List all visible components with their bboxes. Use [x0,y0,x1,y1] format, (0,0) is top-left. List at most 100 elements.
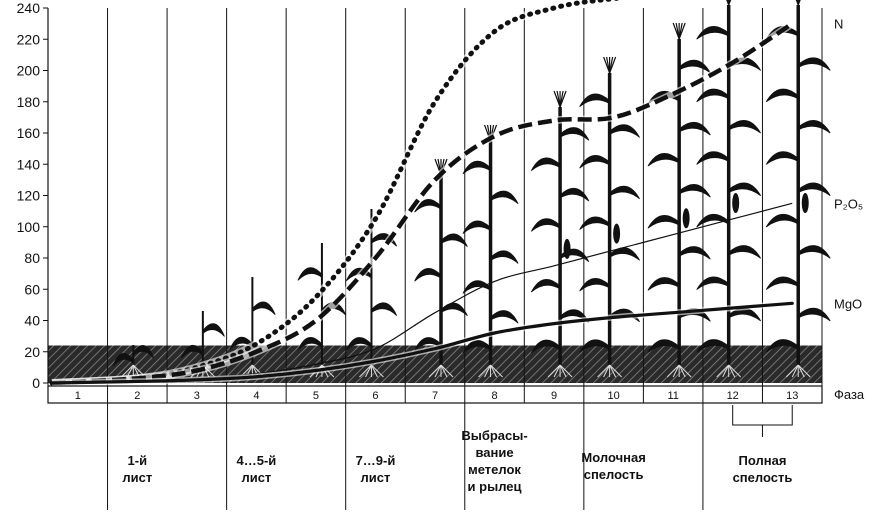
corn-leaf [251,301,276,315]
corn-leaf [765,88,799,103]
stage-label: Молочная [581,450,645,465]
corn-plant [180,311,225,378]
corn-leaf [559,127,590,141]
corn-root [553,364,561,378]
corn-leaf [530,218,561,232]
corn-leaf [678,184,711,198]
corn-root [478,364,491,378]
corn-leaf [414,199,442,213]
corn-leaf [297,267,323,281]
corn-leaf [696,276,730,290]
corn-tassel [728,0,732,6]
corn-root [603,364,611,378]
phase-number: 6 [372,390,378,402]
corn-plant [530,90,590,378]
corn-root [678,364,686,378]
corn-leaf [579,155,611,169]
corn-leaf [647,277,680,291]
corn-leaf [647,215,680,229]
corn-tassel [559,90,567,108]
corn-leaf [797,57,831,71]
corn-root [490,364,497,378]
corn-leaf [765,151,799,165]
corn-leaf [462,280,491,294]
stage-label: и рылец [468,479,522,494]
corn-leaf [696,88,730,103]
corn-leaf [609,124,640,138]
stage-label: 7…9-й [356,453,396,468]
series-lines [49,0,795,387]
corn-root [547,364,561,378]
corn-leaf [440,302,468,317]
corn-root [371,364,384,378]
corn-root [797,364,811,378]
corn-root [371,364,378,378]
corn-root [728,364,736,378]
corn-root [609,364,622,378]
stage-label: 1-й [128,453,148,468]
corn-leaf [647,153,680,167]
corn-leaf [579,339,611,353]
corn-ear [732,193,740,213]
y-tick-label: 220 [17,31,41,47]
stage-label: Выбрасы- [461,428,527,443]
stage-label: вание [475,445,513,460]
stage-label: лист [361,470,391,485]
corn-root [120,364,134,378]
corn-leaf [530,157,561,171]
corn-root [490,364,503,378]
y-tick-label: 140 [17,156,41,172]
corn-leaf [462,160,491,175]
corn-root [434,364,442,378]
corn-plant [345,209,398,378]
phase-number: 8 [491,390,497,402]
corn-leaf [797,245,831,259]
corn-root [785,364,799,378]
phase-number: 7 [432,390,438,402]
phase-number: 11 [667,390,678,402]
ripeness-bracket [732,405,793,426]
x-axis-label: Фаза [834,387,865,402]
corn-leaf [678,121,711,136]
y-tick-label: 120 [17,188,41,204]
corn-leaf [678,246,711,260]
corn-root [440,364,454,378]
phase-number: 2 [134,390,140,402]
corn-plant [579,56,640,378]
corn-leaf [490,250,519,264]
corn-leaf [490,310,519,324]
corn-leaf [530,279,561,293]
phase-number: 5 [313,390,319,402]
corn-leaf [765,339,799,353]
y-tick-label: 80 [24,250,40,266]
corn-root [428,364,442,378]
phase-number: 3 [194,390,200,402]
corn-leaf [797,120,831,134]
corn-ear [613,223,621,244]
corn-leaf [462,340,491,354]
phase-number: 10 [607,390,619,402]
corn-leaf [765,276,799,290]
series-labels: K₂ONP₂O₅MgO [834,17,863,312]
corn-plant [414,158,468,378]
y-axis: 0 20 40 60 80 100 120 140 160 180 200 220 240 [17,0,49,391]
corn-root [559,364,567,378]
corn-leaf [696,339,730,353]
corn-root [484,364,491,378]
series-label: P₂O₅ [834,196,863,211]
corn-root [722,364,730,378]
corn-ear [682,208,690,229]
corn-root [716,364,730,378]
corn-leaf [797,182,831,197]
corn-root [597,364,610,378]
y-tick-label: 0 [32,375,40,391]
corn-leaf [728,120,762,134]
phase-box [47,385,823,404]
corn-tassel [797,0,801,6]
stage-label: лист [122,470,152,485]
y-tick-label: 240 [17,0,41,16]
stage-label: спелость [584,467,644,482]
corn-leaf [530,339,561,354]
corn-leaf [112,353,134,367]
